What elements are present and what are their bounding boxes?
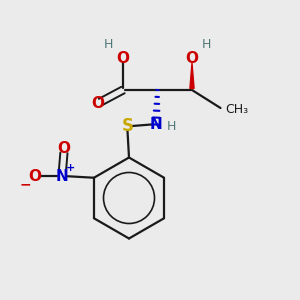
Text: O: O (28, 169, 41, 184)
Text: CH₃: CH₃ (225, 103, 248, 116)
Text: O: O (116, 51, 130, 66)
Text: +: + (66, 163, 76, 173)
Text: −: − (20, 178, 32, 192)
Text: H: H (166, 120, 176, 134)
Text: S: S (122, 117, 134, 135)
Text: H: H (202, 38, 211, 51)
Text: H: H (104, 38, 113, 51)
Text: O: O (185, 51, 199, 66)
Text: N: N (56, 169, 69, 184)
Text: N: N (150, 117, 162, 132)
Polygon shape (190, 63, 194, 88)
Text: O: O (91, 96, 104, 111)
Text: O: O (57, 141, 70, 156)
